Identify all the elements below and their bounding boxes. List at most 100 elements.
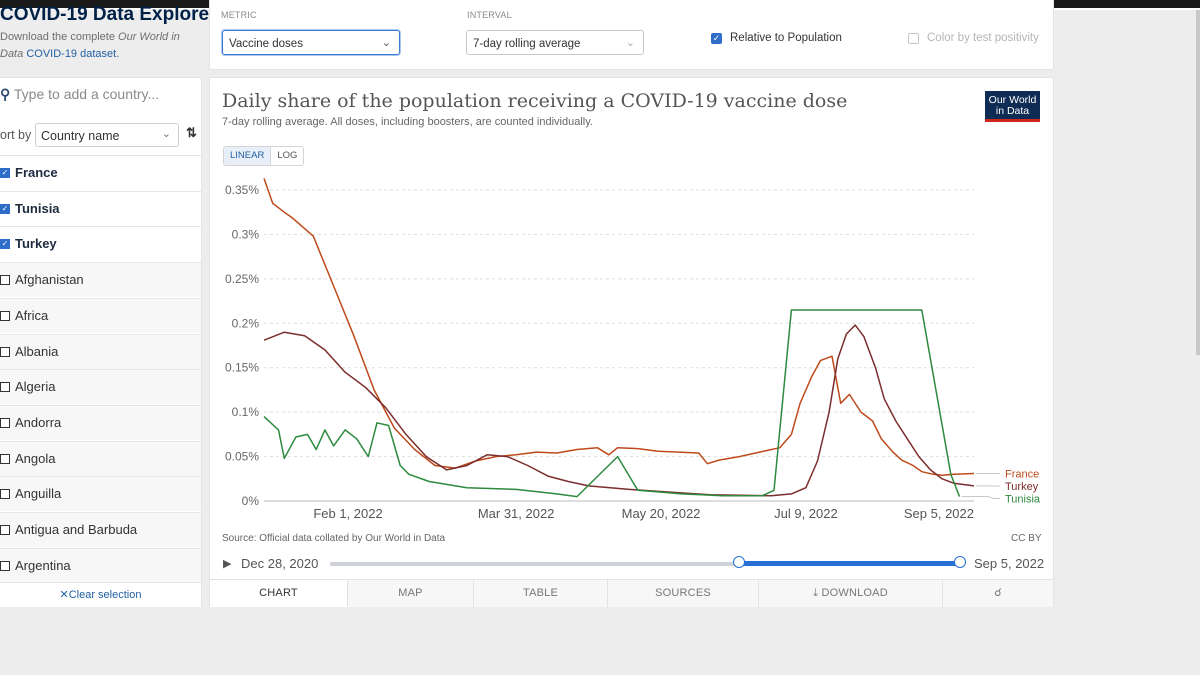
x-tick-label: Jul 9, 2022 (774, 506, 838, 521)
dataset-link[interactable]: COVID-19 dataset (26, 48, 117, 60)
tab-download-label: DOWNLOAD (821, 587, 888, 599)
series-line-france (263, 178, 975, 476)
country-name: Antigua and Barbuda (15, 522, 138, 537)
relative-checkbox[interactable]: ✓ (711, 33, 722, 44)
chevron-down-icon: ⌄ (381, 37, 391, 49)
y-tick-label: 0.35% (225, 183, 259, 197)
chart-ticks: 0% 0.05% 0.1% 0.15% 0.2% 0.25% 0.3% 0.35% Feb 1,… (225, 183, 974, 521)
scale-log-button[interactable]: LOG (277, 150, 298, 161)
country-name: France (15, 165, 58, 180)
tab-share[interactable]: ☌ (943, 580, 1053, 607)
chart-source: Source: Official data collated by Our Wo… (222, 533, 446, 544)
legend-connector (961, 496, 1000, 499)
y-tick-label: 0.25% (225, 272, 259, 286)
timeline-track[interactable] (330, 562, 960, 566)
country-name: Albania (15, 343, 59, 359)
sort-label: ort by (0, 128, 32, 142)
country-item[interactable]: Anguilla (0, 476, 201, 512)
metric-value: Vaccine doses (229, 38, 303, 50)
y-tick-label: 0.3% (232, 227, 260, 241)
country-search[interactable]: ⚲ Type to add a country... (0, 86, 159, 103)
chart-subtitle: 7-day rolling average. All doses, includ… (222, 116, 593, 128)
download-icon: ⤓ (813, 587, 819, 599)
desc-italic: Our World in Data (0, 31, 180, 60)
checkbox-unchecked-icon[interactable] (0, 382, 10, 393)
clear-selection-button[interactable]: ✕Clear selection (0, 582, 201, 607)
desc-prefix: Download the complete (0, 31, 119, 43)
checkbox-unchecked-icon[interactable] (0, 346, 10, 357)
color-label[interactable]: Color by test positivity (927, 32, 1039, 44)
checkbox-unchecked-icon[interactable] (0, 560, 10, 571)
owid-logo[interactable]: Our World in Data (985, 91, 1040, 122)
country-item[interactable]: ✓ Turkey (0, 226, 201, 262)
timeline-end-handle[interactable] (954, 556, 966, 568)
explorer-description: Download the complete Our World in Data … (0, 29, 200, 63)
country-name: Angola (15, 450, 56, 466)
tab-chart[interactable]: CHART (210, 580, 348, 607)
chart-series (263, 178, 975, 498)
timeline-start-handle[interactable] (733, 556, 745, 568)
color-checkbox[interactable] (908, 33, 919, 44)
country-item[interactable]: ✓ Tunisia (0, 190, 201, 226)
checkbox-unchecked-icon[interactable] (0, 453, 10, 464)
tab-map[interactable]: MAP (348, 580, 474, 607)
country-item[interactable]: Afghanistan (0, 262, 201, 298)
relative-label[interactable]: Relative to Population (730, 32, 842, 44)
country-name: Algeria (15, 379, 56, 395)
checkbox-unchecked-icon[interactable] (0, 417, 10, 428)
line-chart[interactable]: 0% 0.05% 0.1% 0.15% 0.2% 0.25% 0.3% 0.35% Feb 1,… (210, 170, 1053, 525)
series-line-tunisia (263, 309, 961, 498)
checkbox-unchecked-icon[interactable] (0, 489, 10, 500)
sort-value: Country name (41, 129, 120, 143)
country-item[interactable]: Argentina (0, 547, 201, 583)
close-icon: ✕ (59, 589, 69, 601)
country-item[interactable]: ✓ France (0, 155, 201, 190)
country-item[interactable]: Antigua and Barbuda (0, 512, 201, 547)
country-item[interactable]: Albania (0, 333, 201, 369)
country-name: Andorra (15, 414, 62, 430)
y-tick-label: 0% (242, 494, 260, 508)
logo-line-1: Our World (988, 94, 1037, 106)
interval-value: 7-day rolling average (473, 38, 581, 50)
checkbox-checked-icon[interactable]: ✓ (0, 203, 10, 214)
checkbox-checked-icon[interactable]: ✓ (0, 168, 10, 178)
country-item[interactable]: Algeria (0, 369, 201, 405)
chart-panel (210, 78, 1053, 606)
checkbox-unchecked-icon[interactable] (0, 525, 10, 535)
country-item[interactable]: Andorra (0, 404, 201, 440)
chart-tabs: CHART MAP TABLE SOURCES ⤓ DOWNLOAD ☌ (210, 579, 1053, 607)
country-name: Anguilla (15, 486, 62, 502)
tab-sources[interactable]: SOURCES (608, 580, 759, 607)
country-name: Turkey (15, 236, 57, 252)
play-icon[interactable]: ▶ (223, 558, 232, 570)
sort-order-icon[interactable]: ⇅ (186, 125, 197, 140)
checkbox-unchecked-icon[interactable] (0, 275, 10, 286)
country-item[interactable]: Angola (0, 440, 201, 476)
search-icon: ⚲ (0, 86, 11, 102)
interval-select[interactable]: 7-day rolling average ⌄ (466, 30, 644, 55)
y-tick-label: 0.2% (232, 316, 260, 330)
country-name: Argentina (15, 557, 71, 573)
metric-label: METRIC (221, 10, 257, 20)
sort-select[interactable]: Country name ⌄ (35, 123, 179, 147)
explorer-title: COVID-19 Data Explorer (0, 4, 217, 25)
metric-select[interactable]: Vaccine doses ⌄ (222, 30, 400, 55)
tab-table[interactable]: TABLE (474, 580, 608, 607)
search-placeholder: Type to add a country... (13, 86, 160, 102)
x-tick-label: Mar 31, 2022 (478, 506, 555, 521)
chart-license[interactable]: CC BY (1011, 533, 1042, 544)
country-name: Afghanistan (15, 272, 84, 288)
timeline-end-label: Sep 5, 2022 (974, 556, 1045, 571)
tab-download[interactable]: ⤓ DOWNLOAD (759, 580, 943, 607)
country-item[interactable]: Africa (0, 297, 201, 333)
controls-panel: METRIC Vaccine doses ⌄ INTERVAL 7-day ro… (210, 0, 1053, 69)
checkbox-unchecked-icon[interactable] (0, 310, 10, 321)
scale-toggle[interactable]: LINEAR LOG (223, 146, 305, 166)
legend-label-turkey: Turkey (1005, 481, 1039, 493)
scale-linear-button[interactable]: LINEAR (224, 147, 272, 165)
legend-label-france: France (1005, 468, 1039, 480)
page-scrollbar[interactable] (1196, 10, 1200, 355)
y-tick-label: 0.05% (225, 450, 259, 464)
checkbox-checked-icon[interactable]: ✓ (0, 239, 10, 250)
